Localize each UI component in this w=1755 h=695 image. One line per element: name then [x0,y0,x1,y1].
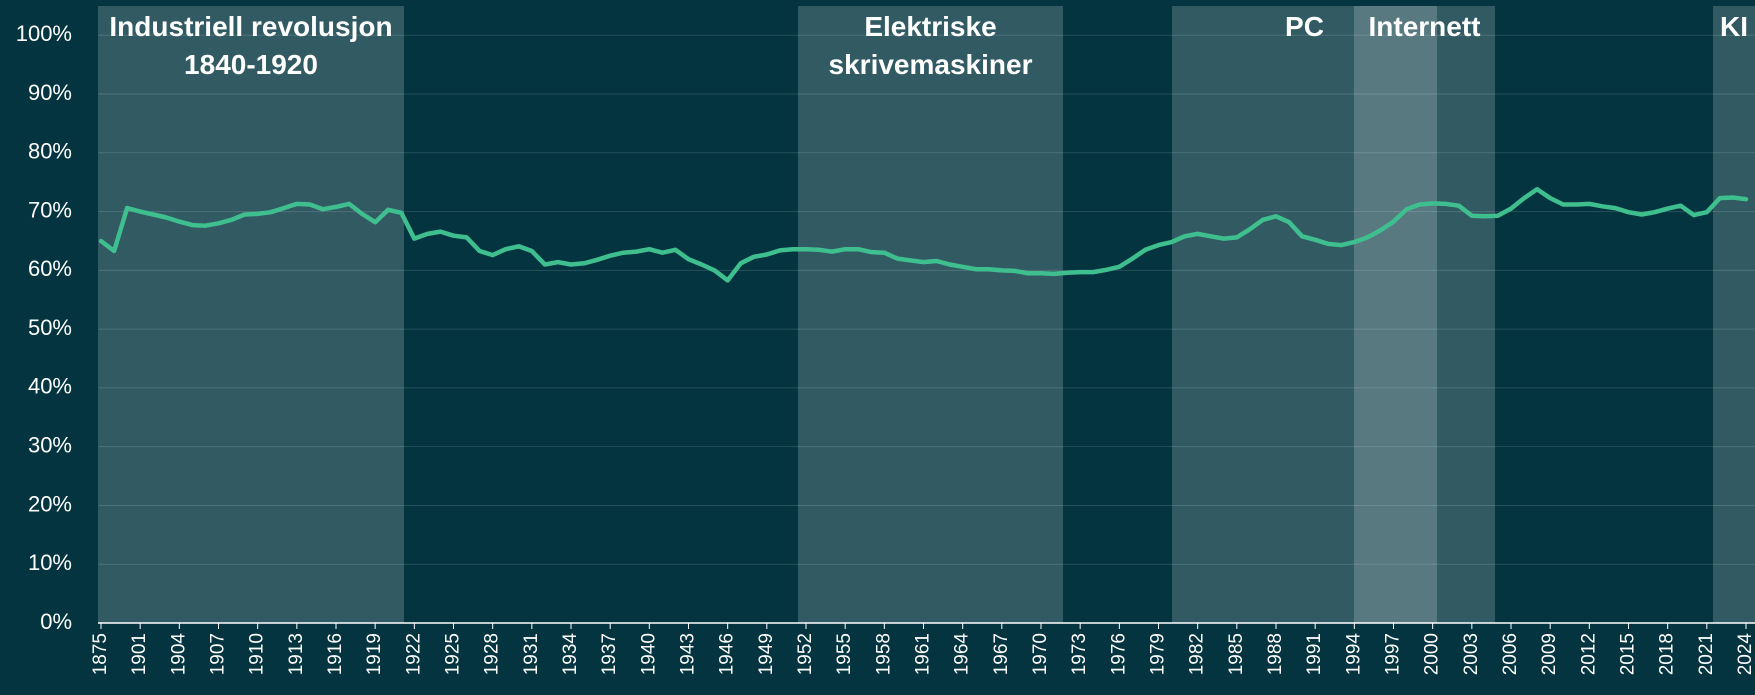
x-tick-label: 1946 [717,633,738,675]
x-tick-label: 2000 [1422,633,1443,675]
band-label: Internett [1368,11,1481,42]
x-tick-label: 1904 [168,633,189,676]
band-label: KI [1720,11,1748,42]
x-tick-label: 1901 [129,633,150,675]
x-tick-label: 1943 [678,633,699,675]
x-tick-label: 1982 [1187,633,1208,675]
x-tick-label: 1973 [1069,633,1090,675]
x-tick-label: 1955 [834,633,855,675]
x-tick-label: 1967 [991,633,1012,675]
x-tick-label: 1958 [873,633,894,675]
x-tick-label: 1952 [795,633,816,675]
x-tick-label: 1964 [952,633,973,676]
x-tick-label: 1997 [1383,633,1404,675]
x-tick-label: 1937 [599,633,620,675]
x-tick-label: 2003 [1461,633,1482,675]
x-tick-label: 1994 [1343,633,1364,676]
x-tick-label: 1913 [286,633,307,675]
y-tick-label: 30% [28,432,72,457]
period-band [1354,6,1495,623]
x-tick-label: 1916 [325,633,346,675]
y-tick-label: 70% [28,197,72,222]
y-tick-label: 90% [28,80,72,105]
x-tick-label: 2021 [1696,633,1717,675]
y-tick-label: 80% [28,139,72,164]
y-tick-label: 0% [40,609,72,634]
y-tick-label: 60% [28,256,72,281]
x-tick-label: 1970 [1030,633,1051,675]
y-tick-label: 40% [28,374,72,399]
x-tick-label: 2015 [1618,633,1639,675]
x-tick-label: 1922 [403,633,424,675]
period-band [798,6,1063,623]
x-tick-label: 2006 [1500,633,1521,675]
period-band [1172,6,1437,623]
x-tick-label: 1961 [913,633,934,675]
x-tick-label: 2012 [1578,633,1599,675]
x-tick-label: 1991 [1304,633,1325,675]
x-tick-label: 1985 [1226,633,1247,675]
x-tick-label: 2009 [1539,633,1560,675]
y-tick-label: 10% [28,550,72,575]
data-line [98,187,1749,283]
x-tick-label: 1940 [638,633,659,675]
y-tick-label: 100% [16,21,72,46]
x-tick-label: 2024 [1735,633,1755,676]
x-tick-label: 2018 [1657,633,1678,675]
x-tick-label: 1931 [521,633,542,675]
band-label: PC [1285,11,1324,42]
x-tick-label: 1919 [364,633,385,675]
x-tick-label: 1910 [247,633,268,675]
x-tick-label: 1988 [1265,633,1286,675]
x-tick-label: 1949 [756,633,777,675]
x-tick-label: 1875 [90,633,111,675]
x-tick-label: 1907 [208,633,229,675]
period-band [98,6,404,623]
x-tick-label: 1928 [482,633,503,675]
x-tick-label: 1934 [560,633,581,676]
band-label: Elektriske skrivemaskiner [828,11,1033,80]
x-tick-label: 1979 [1148,633,1169,675]
x-tick-label: 1976 [1108,633,1129,675]
y-tick-label: 50% [28,315,72,340]
band-label: Industriell revolusjon 1840-1920 [109,11,393,80]
x-tick-label: 1925 [443,633,464,675]
y-tick-label: 20% [28,491,72,516]
period-band [1713,6,1755,623]
